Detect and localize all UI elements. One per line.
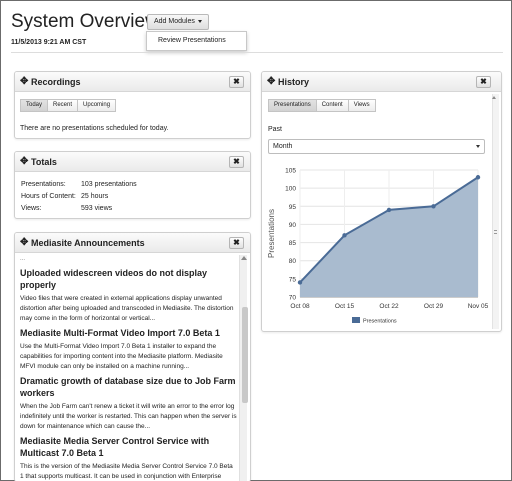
announcements-header[interactable]: ✥ Mediasite Announcements ✖ xyxy=(15,233,250,253)
announcement-title[interactable]: Mediasite Media Server Control Service w… xyxy=(20,436,210,458)
scrollbar-grip-icon[interactable] xyxy=(494,230,497,234)
totals-label: Hours of Content: xyxy=(21,193,76,200)
y-tick-label: 70 xyxy=(289,295,297,302)
y-tick-label: 90 xyxy=(289,222,297,229)
y-tick-label: 85 xyxy=(289,240,297,247)
announcements-panel: ✥ Mediasite Announcements ✖ ... Uploaded… xyxy=(14,232,251,481)
period-select[interactable]: Month xyxy=(268,139,485,154)
totals-label: Presentations: xyxy=(21,181,66,188)
scroll-up-icon[interactable] xyxy=(241,256,247,260)
totals-row: Hours of Content: 25 hours xyxy=(21,193,108,200)
y-tick-label: 105 xyxy=(285,168,296,175)
page-title: System Overview xyxy=(11,11,159,32)
y-axis-label: Presentations xyxy=(267,209,276,258)
move-icon[interactable]: ✥ xyxy=(20,76,29,87)
announcement-body: Video files that were created in externa… xyxy=(20,295,234,322)
announcement-title[interactable]: Dramatic growth of database size due to … xyxy=(20,376,236,398)
history-scrollbar[interactable] xyxy=(492,94,499,329)
move-icon[interactable]: ✥ xyxy=(20,237,29,248)
close-icon[interactable]: ✖ xyxy=(229,76,244,88)
totals-row: Presentations: 103 presentations xyxy=(21,181,137,188)
tab-content[interactable]: Content xyxy=(315,99,349,112)
totals-title: Totals xyxy=(31,157,57,167)
totals-row: Views: 593 views xyxy=(21,205,112,212)
totals-value: 103 presentations xyxy=(81,181,137,188)
tab-today[interactable]: Today xyxy=(20,99,49,112)
announcement-body: This is the version of the Mediasite Med… xyxy=(20,463,233,480)
recordings-header[interactable]: ✥ Recordings ✖ xyxy=(15,72,250,92)
x-tick-label: Oct 15 xyxy=(335,303,355,310)
close-icon[interactable]: ✖ xyxy=(229,237,244,249)
past-label: Past xyxy=(268,126,283,133)
totals-label: Views: xyxy=(21,205,42,212)
announcements-title: Mediasite Announcements xyxy=(31,238,145,248)
data-point[interactable] xyxy=(297,280,303,285)
tab-recent[interactable]: Recent xyxy=(47,99,79,112)
y-tick-label: 95 xyxy=(289,204,297,211)
move-icon[interactable]: ✥ xyxy=(20,156,29,167)
x-tick-label: Oct 22 xyxy=(379,303,399,310)
y-tick-label: 75 xyxy=(289,276,297,283)
totals-panel: ✥ Totals ✖ Presentations: 103 presentatio… xyxy=(14,151,251,219)
timestamp: 11/5/2013 9:21 AM CST xyxy=(11,39,87,46)
data-point[interactable] xyxy=(431,204,436,209)
announcement-title[interactable]: Mediasite Multi-Format Video Import 7.0 … xyxy=(20,328,220,338)
close-icon[interactable]: ✖ xyxy=(229,156,244,168)
move-icon[interactable]: ✥ xyxy=(267,76,276,87)
y-tick-label: 100 xyxy=(285,186,296,193)
data-point[interactable] xyxy=(342,233,347,238)
chevron-down-icon xyxy=(197,19,202,23)
review-presentations-item[interactable]: Review Presentations xyxy=(158,37,226,44)
history-header[interactable]: ✥ History ✖ xyxy=(262,72,501,92)
tab-views[interactable]: Views xyxy=(347,99,376,112)
announcement-body: When the Job Farm can't renew a ticket i… xyxy=(20,403,237,430)
close-icon[interactable]: ✖ xyxy=(476,76,491,88)
x-tick-label: Oct 29 xyxy=(424,303,444,310)
chevron-down-icon xyxy=(476,145,480,148)
tab-upcoming[interactable]: Upcoming xyxy=(77,99,117,112)
history-title: History xyxy=(278,77,310,87)
history-tabs: Presentations Content Views xyxy=(268,99,376,112)
legend-swatch xyxy=(352,317,360,323)
period-value: Month xyxy=(273,143,293,150)
scroll-up-icon[interactable] xyxy=(492,96,496,99)
add-modules-label: Add Modules xyxy=(154,18,195,25)
add-modules-dropdown: Review Presentations xyxy=(146,31,247,51)
totals-value: 593 views xyxy=(81,205,113,212)
more-text: ... xyxy=(20,256,26,262)
totals-value: 25 hours xyxy=(81,193,109,200)
add-modules-button[interactable]: Add Modules xyxy=(147,14,209,30)
data-point[interactable] xyxy=(386,207,392,213)
history-panel: ✥ History ✖ Presentations Content Views … xyxy=(261,71,502,332)
recordings-panel: ✥ Recordings ✖ Today Recent Upcoming The… xyxy=(14,71,251,139)
header-divider xyxy=(11,52,503,53)
y-tick-label: 80 xyxy=(289,258,297,265)
announcement-title[interactable]: Uploaded widescreen videos do not displa… xyxy=(20,268,208,290)
legend-label: Presentations xyxy=(363,319,397,325)
totals-header[interactable]: ✥ Totals ✖ xyxy=(15,152,250,172)
announcements-list[interactable]: ... Uploaded widescreen videos do not di… xyxy=(20,256,238,481)
x-tick-label: Nov 05 xyxy=(468,303,489,310)
recordings-title: Recordings xyxy=(31,77,81,87)
tab-presentations[interactable]: Presentations xyxy=(268,99,317,112)
recordings-tabs: Today Recent Upcoming xyxy=(20,99,117,112)
data-point[interactable] xyxy=(475,175,481,180)
recordings-empty-message: There are no presentations scheduled for… xyxy=(20,125,169,132)
scrollbar-thumb[interactable] xyxy=(242,307,248,403)
x-tick-label: Oct 08 xyxy=(290,303,310,310)
history-chart: 70 75 80 85 90 95 100 105 Oct 08 Oct 15 Oct 22 Oct… xyxy=(267,168,489,325)
announcement-body: Use the Multi-Format Video Import 7.0 Be… xyxy=(20,343,223,370)
